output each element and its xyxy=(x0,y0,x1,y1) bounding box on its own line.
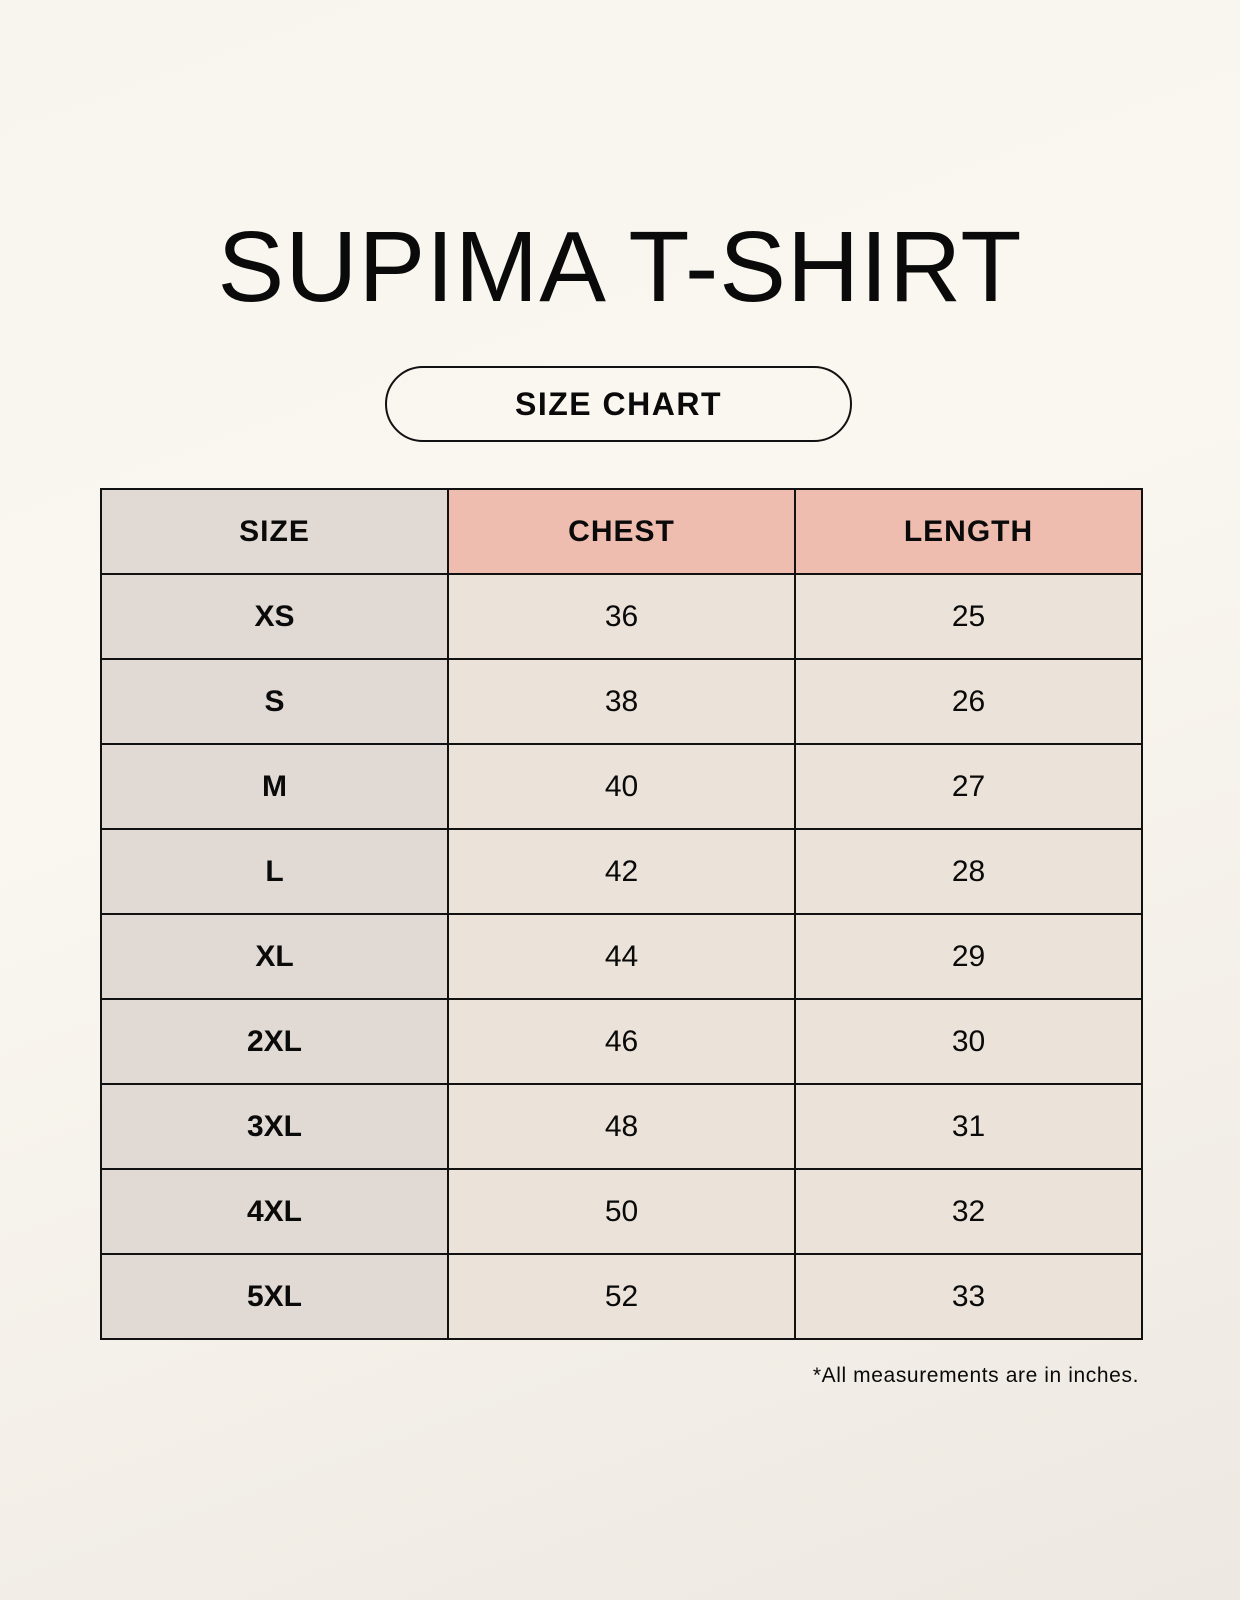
length-cell: 28 xyxy=(794,828,1143,915)
length-cell: 26 xyxy=(794,658,1143,745)
chest-cell: 44 xyxy=(447,913,796,1000)
table-row: 4XL 50 32 xyxy=(100,1168,1143,1255)
header-length: LENGTH xyxy=(794,488,1143,575)
length-cell: 29 xyxy=(794,913,1143,1000)
table-row: XS 36 25 xyxy=(100,573,1143,660)
chest-cell: 52 xyxy=(447,1253,796,1340)
size-cell: 5XL xyxy=(100,1253,449,1340)
chest-cell: 46 xyxy=(447,998,796,1085)
header-size: SIZE xyxy=(100,488,449,575)
size-cell: L xyxy=(100,828,449,915)
table-row: L 42 28 xyxy=(100,828,1143,915)
length-cell: 31 xyxy=(794,1083,1143,1170)
chest-cell: 40 xyxy=(447,743,796,830)
chest-cell: 38 xyxy=(447,658,796,745)
table-row: 2XL 46 30 xyxy=(100,998,1143,1085)
table-row: 5XL 52 33 xyxy=(100,1253,1143,1340)
footnote: *All measurements are in inches. xyxy=(812,1364,1139,1387)
table-row: M 40 27 xyxy=(100,743,1143,830)
length-cell: 33 xyxy=(794,1253,1143,1340)
size-chart-table: SIZE CHEST LENGTH XS 36 25 S 38 26 M 40 27 L 42 28 X… xyxy=(100,488,1143,1340)
size-cell: S xyxy=(100,658,449,745)
header-chest: CHEST xyxy=(447,488,796,575)
size-chart-badge: SIZE CHART xyxy=(385,366,852,442)
length-cell: 27 xyxy=(794,743,1143,830)
chest-cell: 50 xyxy=(447,1168,796,1255)
length-cell: 25 xyxy=(794,573,1143,660)
size-cell: XL xyxy=(100,913,449,1000)
size-cell: 3XL xyxy=(100,1083,449,1170)
chest-cell: 48 xyxy=(447,1083,796,1170)
size-cell: M xyxy=(100,743,449,830)
table-header-row: SIZE CHEST LENGTH xyxy=(100,488,1143,575)
size-cell: XS xyxy=(100,573,449,660)
chest-cell: 42 xyxy=(447,828,796,915)
length-cell: 32 xyxy=(794,1168,1143,1255)
table-row: XL 44 29 xyxy=(100,913,1143,1000)
page-title: SUPIMA T-SHIRT xyxy=(217,211,1023,323)
length-cell: 30 xyxy=(794,998,1143,1085)
chest-cell: 36 xyxy=(447,573,796,660)
size-cell: 2XL xyxy=(100,998,449,1085)
table-row: S 38 26 xyxy=(100,658,1143,745)
size-cell: 4XL xyxy=(100,1168,449,1255)
table-row: 3XL 48 31 xyxy=(100,1083,1143,1170)
